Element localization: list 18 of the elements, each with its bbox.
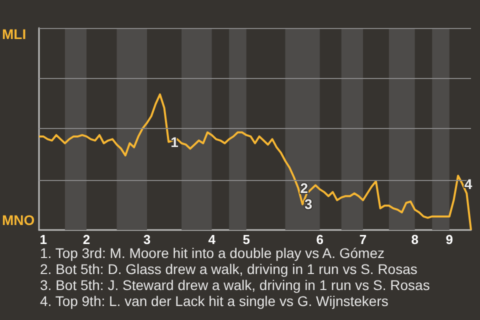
x-tick-label: 1 [40, 232, 47, 247]
x-tick-label: 5 [242, 232, 250, 247]
annotation: 3 [304, 196, 313, 212]
text: MNO [2, 212, 35, 228]
x-tick-label: 2 [82, 232, 90, 247]
x-tick-label: 8 [411, 232, 418, 247]
text: 1. Top 3rd: M. Moore hit into a double play vs A. Gómez [40, 245, 384, 261]
x-tick-label: 6 [316, 232, 324, 247]
x-tick-label: 9 [446, 232, 454, 247]
text: 4. Top 9th: L. van der Lack hit a single vs G. Wijnstekers [40, 293, 388, 309]
x-tick-label: 4 [208, 232, 216, 247]
text: 3. Bot 5th: J. Steward drew a walk, driving in 1 run vs S. Rosas [40, 277, 430, 293]
x-tick-label: 7 [359, 232, 367, 247]
text: 2. Bot 5th: D. Glass drew a walk, driving in 1 run vs S. Rosas [40, 261, 418, 277]
annotation: 2 [300, 180, 308, 196]
x-tick-label: 3 [143, 232, 151, 247]
text: MLI [2, 26, 26, 42]
annotation: 4 [464, 176, 472, 192]
